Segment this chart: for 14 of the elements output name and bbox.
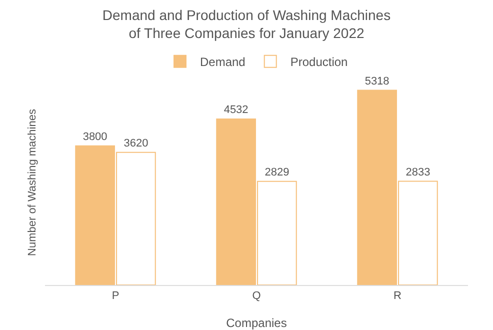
x-tick-label: Q — [252, 290, 262, 302]
data-label: 2829 — [264, 166, 290, 178]
data-label: 4532 — [224, 104, 248, 116]
data-label: 2833 — [406, 166, 430, 178]
x-tick-label: R — [394, 290, 402, 302]
y-axis-title: Number of Washing machines — [26, 108, 39, 256]
legend-label: Production — [290, 55, 348, 70]
data-label: 5318 — [364, 75, 390, 88]
x-axis-title: Companies — [226, 316, 287, 330]
legend-label: Demand — [200, 55, 246, 70]
data-label: 3800 — [82, 130, 108, 143]
chart-title: Demand and Production of Washing Machines of Three Companies for January 2022 — [102, 6, 391, 41]
data-label: 3620 — [124, 137, 148, 150]
x-tick-label: P — [112, 290, 120, 302]
